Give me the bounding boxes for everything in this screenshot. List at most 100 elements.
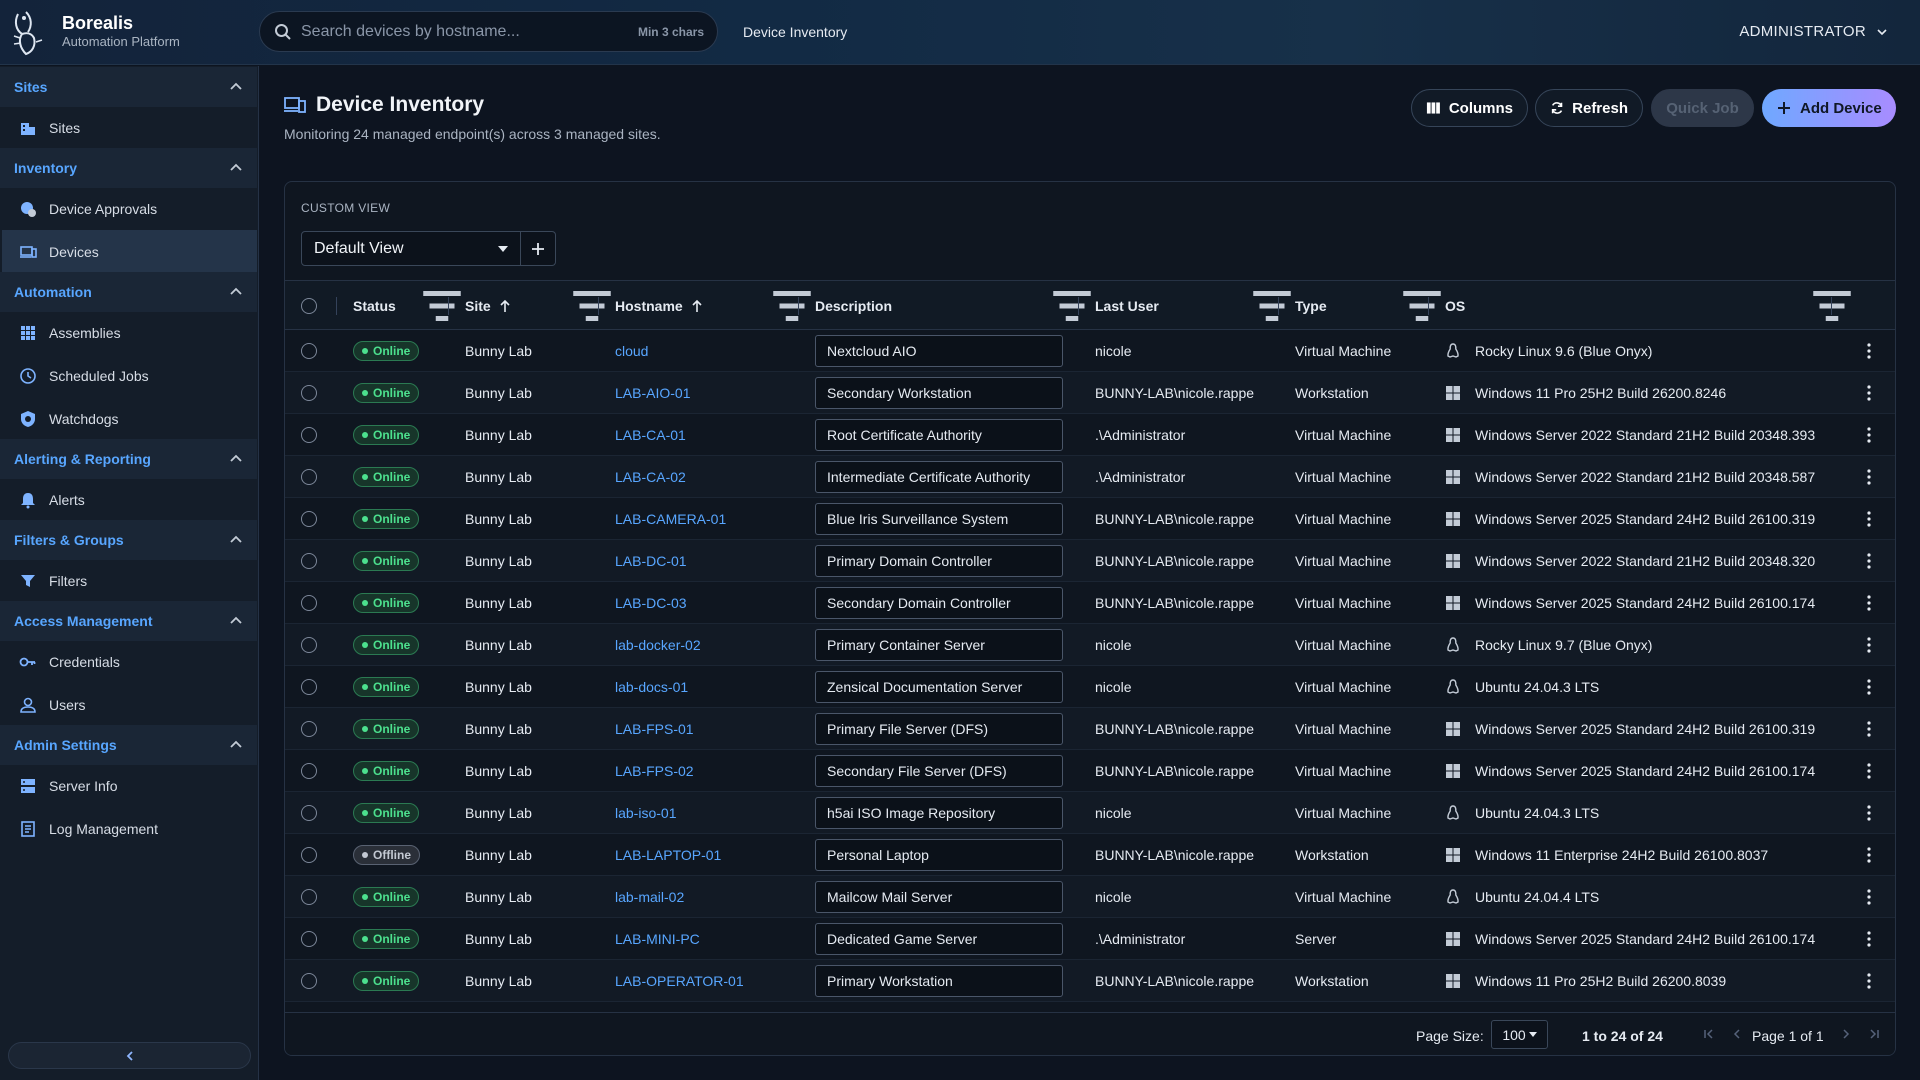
hostname-link[interactable]: lab-iso-01 <box>615 805 677 821</box>
hostname-link[interactable]: LAB-FPS-01 <box>615 721 694 737</box>
description-input[interactable]: Intermediate Certificate Authority <box>815 461 1063 493</box>
table-row[interactable]: Online Bunny Lab LAB-CA-01 Root Certificate… <box>285 414 1895 456</box>
next-page-icon[interactable] <box>1839 1027 1853 1041</box>
column-header-type[interactable]: Type <box>1295 281 1327 331</box>
row-actions-button[interactable] <box>1859 960 1879 1002</box>
description-input[interactable]: Secondary File Server (DFS) <box>815 755 1063 787</box>
table-row[interactable]: Online Bunny Lab LAB-CA-02 Intermediate Cer… <box>285 456 1895 498</box>
hostname-link[interactable]: LAB-CAMERA-01 <box>615 511 727 527</box>
sidebar-item-watchdogs[interactable]: Watchdogs <box>2 397 257 440</box>
columns-button[interactable]: Columns <box>1411 89 1528 127</box>
filter-icon[interactable] <box>1247 281 1297 331</box>
custom-view-select[interactable]: Default View <box>301 231 521 266</box>
row-checkbox[interactable] <box>301 498 317 540</box>
search-box[interactable]: Min 3 chars <box>259 11 718 52</box>
last-page-icon[interactable] <box>1867 1027 1881 1041</box>
description-input[interactable]: Nextcloud AIO <box>815 335 1063 367</box>
description-input[interactable]: Primary Workstation <box>815 965 1063 997</box>
filter-icon[interactable] <box>417 281 467 331</box>
sidebar-item-devices[interactable]: Devices <box>2 230 257 273</box>
row-checkbox[interactable] <box>301 330 317 372</box>
sidebar-section-sites[interactable]: Sites <box>0 67 257 107</box>
column-header-hostname[interactable]: Hostname <box>615 281 703 331</box>
row-actions-button[interactable] <box>1859 918 1879 960</box>
sidebar-section-inventory[interactable]: Inventory <box>0 148 257 188</box>
row-actions-button[interactable] <box>1859 582 1879 624</box>
sidebar-section-admin[interactable]: Admin Settings <box>0 725 257 765</box>
hostname-link[interactable]: LAB-LAPTOP-01 <box>615 847 722 863</box>
row-actions-button[interactable] <box>1859 792 1879 834</box>
description-input[interactable]: Zensical Documentation Server <box>815 671 1063 703</box>
row-actions-button[interactable] <box>1859 666 1879 708</box>
row-checkbox[interactable] <box>301 708 317 750</box>
sidebar-item-server-info[interactable]: Server Info <box>2 764 257 807</box>
row-checkbox[interactable] <box>301 960 317 1002</box>
row-checkbox[interactable] <box>301 414 317 456</box>
row-checkbox[interactable] <box>301 624 317 666</box>
filter-icon[interactable] <box>567 281 617 331</box>
description-input[interactable]: Blue Iris Surveillance System <box>815 503 1063 535</box>
quick-job-button[interactable]: Quick Job <box>1651 89 1754 127</box>
row-checkbox[interactable] <box>301 834 317 876</box>
hostname-link[interactable]: LAB-DC-03 <box>615 595 687 611</box>
hostname-link[interactable]: lab-docker-02 <box>615 637 701 653</box>
table-row[interactable]: Online Bunny Lab cloud Nextcloud AIO nicole V… <box>285 330 1895 372</box>
column-header-site[interactable]: Site <box>465 281 511 331</box>
column-header-last-user[interactable]: Last User <box>1095 281 1159 331</box>
row-actions-button[interactable] <box>1859 330 1879 372</box>
description-input[interactable]: Mailcow Mail Server <box>815 881 1063 913</box>
page-size-select[interactable]: 100 <box>1491 1020 1548 1049</box>
prev-page-icon[interactable] <box>1730 1027 1744 1041</box>
table-row[interactable]: Online Bunny Lab lab-docker-02 Primary Cont… <box>285 624 1895 666</box>
table-row[interactable]: Online Bunny Lab LAB-AIO-01 Secondary Works… <box>285 372 1895 414</box>
column-header-status[interactable]: Status <box>353 281 443 331</box>
sidebar-section-automation[interactable]: Automation <box>0 272 257 312</box>
row-actions-button[interactable] <box>1859 498 1879 540</box>
sidebar-collapse-button[interactable] <box>8 1042 251 1069</box>
table-row[interactable]: Online Bunny Lab lab-iso-01 h5ai ISO Image … <box>285 792 1895 834</box>
row-actions-button[interactable] <box>1859 834 1879 876</box>
row-actions-button[interactable] <box>1859 750 1879 792</box>
row-actions-button[interactable] <box>1859 540 1879 582</box>
table-row[interactable]: Online Bunny Lab lab-mail-02 Mailcow Mail S… <box>285 876 1895 918</box>
first-page-icon[interactable] <box>1702 1027 1716 1041</box>
row-checkbox[interactable] <box>301 918 317 960</box>
hostname-link[interactable]: lab-mail-02 <box>615 889 685 905</box>
row-checkbox[interactable] <box>301 666 317 708</box>
sidebar-section-access[interactable]: Access Management <box>0 601 257 641</box>
hostname-link[interactable]: LAB-FPS-02 <box>615 763 694 779</box>
table-row[interactable]: Online Bunny Lab LAB-DC-01 Primary Domain C… <box>285 540 1895 582</box>
description-input[interactable]: Primary File Server (DFS) <box>815 713 1063 745</box>
table-row[interactable]: Online Bunny Lab lab-docs-01 Zensical Docum… <box>285 666 1895 708</box>
sidebar-section-alerting[interactable]: Alerting & Reporting <box>0 439 257 479</box>
hostname-link[interactable]: LAB-CA-01 <box>615 427 686 443</box>
hostname-link[interactable]: LAB-CA-02 <box>615 469 686 485</box>
row-actions-button[interactable] <box>1859 876 1879 918</box>
add-view-button[interactable] <box>521 231 556 266</box>
sidebar-item-device-approvals[interactable]: Device Approvals <box>2 187 257 230</box>
hostname-link[interactable]: LAB-AIO-01 <box>615 385 691 401</box>
row-actions-button[interactable] <box>1859 708 1879 750</box>
sidebar-item-sites[interactable]: Sites <box>2 106 257 149</box>
user-menu[interactable]: ADMINISTRATOR <box>1739 23 1888 40</box>
sidebar-item-filters[interactable]: Filters <box>2 559 257 602</box>
sidebar-item-users[interactable]: Users <box>2 683 257 726</box>
hostname-link[interactable]: lab-docs-01 <box>615 679 689 695</box>
sidebar-section-filters[interactable]: Filters & Groups <box>0 520 257 560</box>
sidebar-item-credentials[interactable]: Credentials <box>2 640 257 683</box>
description-input[interactable]: Personal Laptop <box>815 839 1063 871</box>
table-row[interactable]: Online Bunny Lab LAB-CAMERA-01 Blue Iris Su… <box>285 498 1895 540</box>
table-row[interactable]: Online Bunny Lab LAB-DC-03 Secondary Domain… <box>285 582 1895 624</box>
sidebar-item-alerts[interactable]: Alerts <box>2 478 257 521</box>
filter-icon[interactable] <box>1047 281 1097 331</box>
table-row[interactable]: Offline Bunny Lab LAB-LAPTOP-01 Personal La… <box>285 834 1895 876</box>
table-row[interactable]: Online Bunny Lab LAB-FPS-02 Secondary File … <box>285 750 1895 792</box>
row-checkbox[interactable] <box>301 582 317 624</box>
table-row[interactable]: Online Bunny Lab LAB-FPS-01 Primary File Se… <box>285 708 1895 750</box>
add-device-button[interactable]: Add Device <box>1762 89 1896 127</box>
filter-icon[interactable] <box>1397 281 1447 331</box>
table-row[interactable]: Online Bunny Lab LAB-OPERATOR-01 Primary Wo… <box>285 960 1895 1002</box>
description-input[interactable]: h5ai ISO Image Repository <box>815 797 1063 829</box>
row-actions-button[interactable] <box>1859 456 1879 498</box>
description-input[interactable]: Secondary Workstation <box>815 377 1063 409</box>
